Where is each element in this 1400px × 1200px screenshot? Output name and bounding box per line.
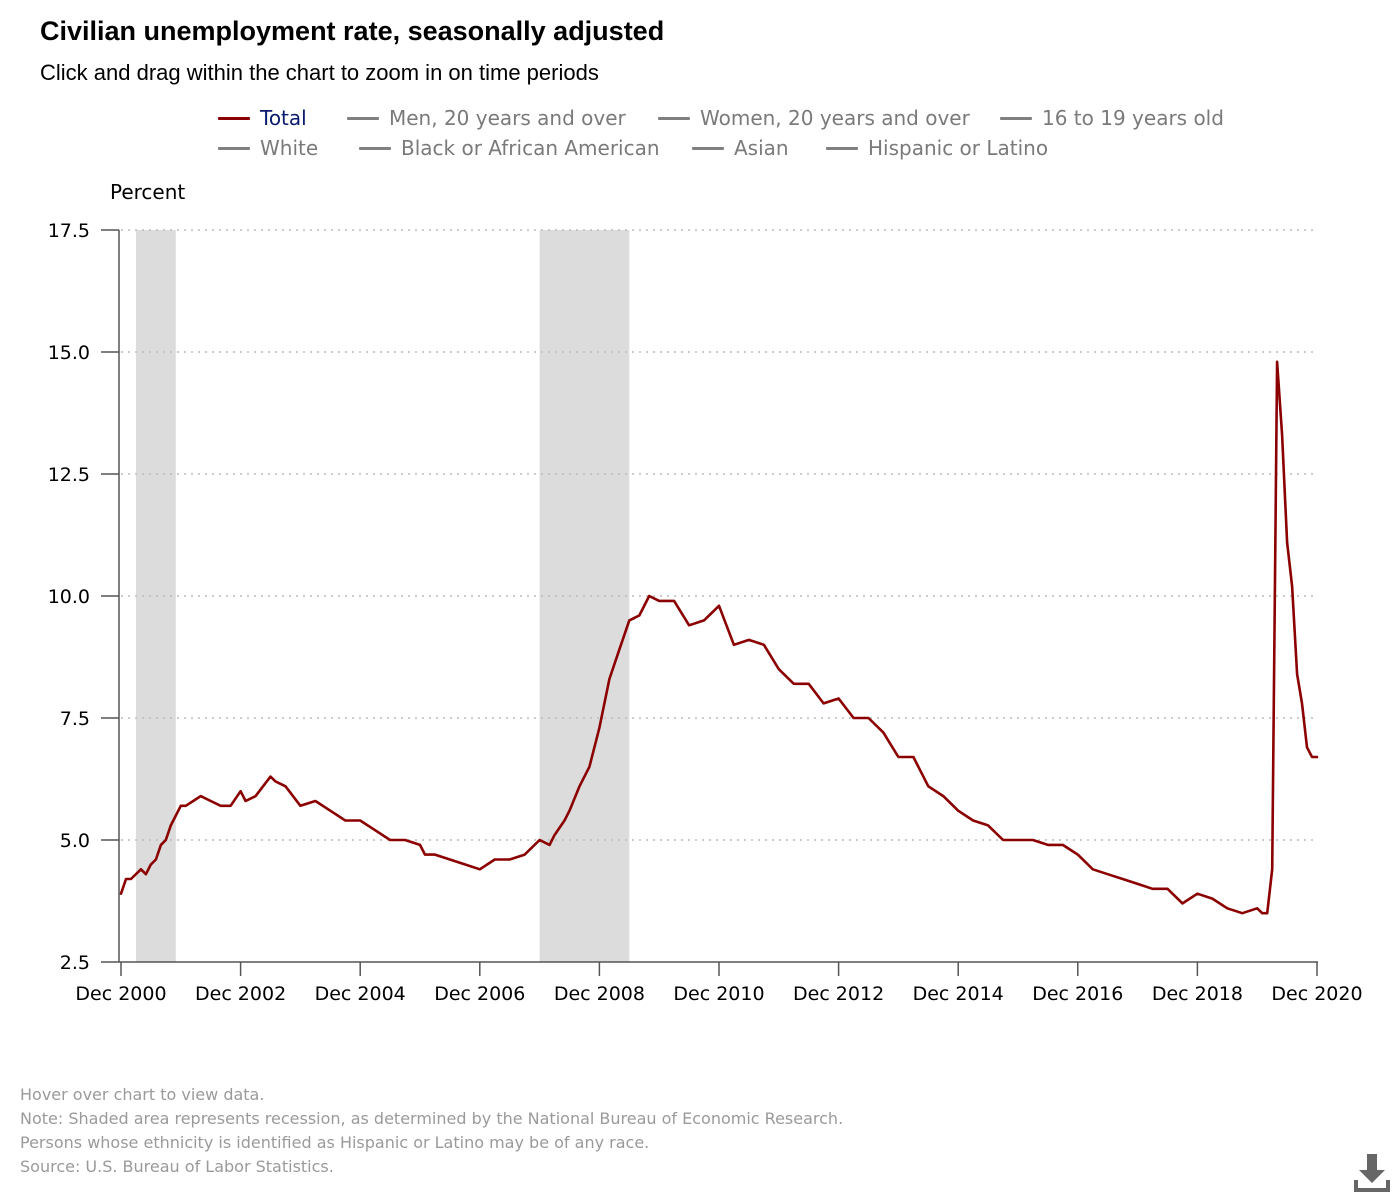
x-tick-label: Dec 2004 [315, 983, 406, 1005]
x-tick-label: Dec 2020 [1271, 983, 1362, 1005]
legend-item-white[interactable]: White [218, 136, 318, 160]
legend-label: Men, 20 years and over [389, 106, 626, 130]
recession-band-1 [135, 230, 176, 962]
legend-label: Women, 20 years and over [700, 106, 970, 130]
x-tick-label: Dec 2010 [673, 983, 764, 1005]
x-tick-label: Dec 2008 [554, 983, 645, 1005]
legend-label: Asian [734, 136, 789, 160]
legend-swatch-men [347, 116, 379, 120]
x-tick-label: Dec 2018 [1152, 983, 1243, 1005]
legend-swatch-teens [1000, 116, 1032, 120]
legend-item-women-20-over[interactable]: Women, 20 years and over [658, 106, 970, 130]
y-tick-label: 12.5 [48, 464, 90, 486]
legend-item-asian[interactable]: Asian [692, 136, 789, 160]
legend-item-black[interactable]: Black or African American [359, 136, 660, 160]
legend-swatch-asian [692, 146, 724, 150]
legend-item-total[interactable]: Total [218, 106, 307, 130]
series-layer [119, 360, 1319, 915]
legend-item-hispanic[interactable]: Hispanic or Latino [826, 136, 1048, 160]
footnote-recession-note: Note: Shaded area represents recession, … [20, 1109, 844, 1128]
x-tick-label: Dec 2014 [913, 983, 1004, 1005]
download-icon[interactable] [1352, 1150, 1392, 1194]
x-tick-label: Dec 2000 [75, 983, 166, 1005]
footnote-source: Source: U.S. Bureau of Labor Statistics. [20, 1157, 334, 1176]
gridlines [121, 229, 1318, 841]
x-axis-ticks: Dec 2000 Dec 2002 Dec 2004 Dec 2006 Dec 2008… [75, 962, 1363, 1005]
series-line-total[interactable] [119, 360, 1319, 915]
legend-label: Total [260, 106, 307, 130]
x-tick-label: Dec 2006 [434, 983, 525, 1005]
chart-subtitle: Click and drag within the chart to zoom … [40, 60, 599, 85]
legend-swatch-women [658, 116, 690, 120]
legend-swatch-hispanic [826, 146, 858, 150]
unemployment-line-chart[interactable]: Percent 2.5 5.0 7.5 10.0 12.5 15.0 17.5 Dec 20… [0, 0, 1400, 1060]
footnote-hover: Hover over chart to view data. [20, 1085, 265, 1104]
y-tick-label: 5.0 [60, 830, 90, 852]
y-tick-label: 17.5 [48, 220, 90, 242]
chart-title: Civilian unemployment rate, seasonally a… [40, 16, 665, 46]
y-axis-ticks: 2.5 5.0 7.5 10.0 12.5 15.0 17.5 [48, 220, 119, 974]
footnotes: Hover over chart to view data. Note: Sha… [20, 1083, 843, 1179]
legend-swatch-white [218, 146, 250, 150]
y-tick-label: 10.0 [48, 586, 90, 608]
legend-swatch-black [359, 146, 391, 150]
y-axis-label: Percent [110, 180, 185, 204]
legend-item-16-19[interactable]: 16 to 19 years old [1000, 106, 1224, 130]
legend-label: Hispanic or Latino [868, 136, 1049, 160]
legend-label: 16 to 19 years old [1042, 106, 1224, 130]
legend-item-men-20-over[interactable]: Men, 20 years and over [347, 106, 626, 130]
x-tick-label: Dec 2012 [793, 983, 884, 1005]
legend-label: White [260, 136, 319, 160]
legend-swatch-total [218, 116, 250, 120]
x-tick-label: Dec 2002 [195, 983, 286, 1005]
y-tick-label: 7.5 [60, 708, 90, 730]
legend-label: Black or African American [401, 136, 660, 160]
x-tick-label: Dec 2016 [1032, 983, 1123, 1005]
footnote-hispanic-note: Persons whose ethnicity is identified as… [20, 1133, 650, 1152]
y-tick-label: 15.0 [48, 342, 90, 364]
y-tick-label: 2.5 [60, 952, 90, 974]
